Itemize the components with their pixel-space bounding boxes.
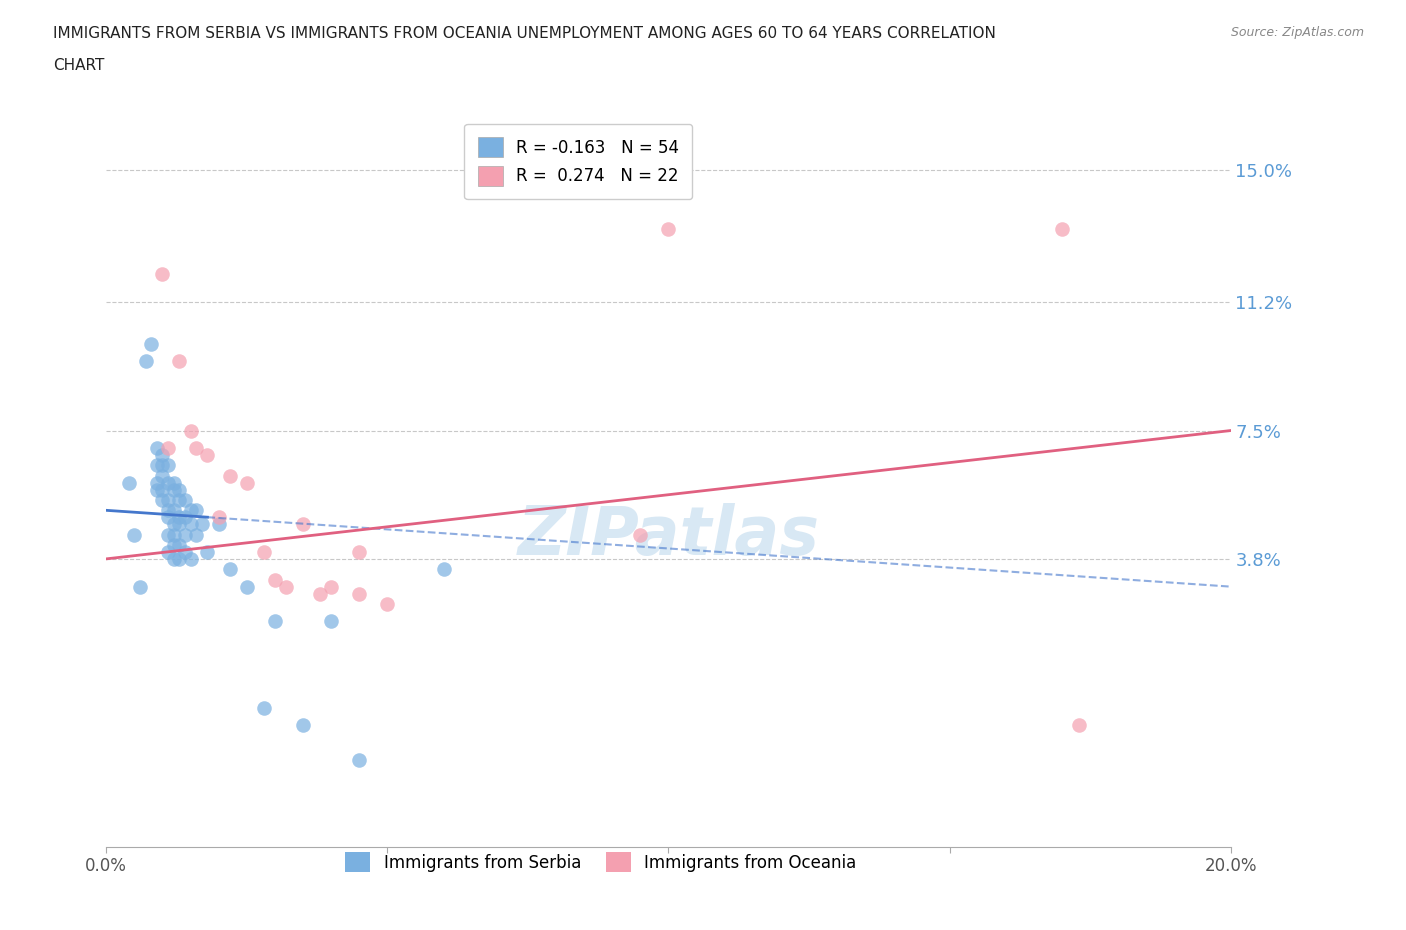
Point: [219, 468, 242, 483]
Point: [152, 493, 174, 508]
Point: [253, 700, 276, 715]
Point: [347, 544, 370, 559]
Point: [157, 458, 180, 472]
Point: [146, 458, 169, 472]
Point: [135, 353, 157, 368]
Point: [292, 517, 315, 532]
Point: [174, 510, 197, 525]
Point: [191, 517, 214, 532]
Point: [169, 517, 191, 532]
Point: [208, 510, 231, 525]
Point: [186, 503, 208, 518]
Point: [169, 493, 191, 508]
Point: [276, 579, 298, 594]
Point: [180, 503, 202, 518]
Point: [146, 441, 169, 456]
Point: [152, 458, 174, 472]
Point: [157, 493, 180, 508]
Point: [146, 482, 169, 497]
Point: [163, 538, 186, 552]
Point: [180, 517, 202, 532]
Point: [319, 579, 342, 594]
Point: [1050, 222, 1073, 237]
Point: [169, 353, 191, 368]
Point: [124, 527, 146, 542]
Point: [219, 562, 242, 577]
Point: [186, 441, 208, 456]
Text: Source: ZipAtlas.com: Source: ZipAtlas.com: [1230, 26, 1364, 39]
Point: [628, 527, 651, 542]
Point: [208, 517, 231, 532]
Point: [197, 447, 219, 462]
Point: [163, 517, 186, 532]
Point: [197, 544, 219, 559]
Point: [146, 475, 169, 490]
Point: [157, 503, 180, 518]
Point: [432, 562, 454, 577]
Point: [375, 596, 398, 611]
Point: [657, 222, 679, 237]
Point: [236, 475, 259, 490]
Point: [169, 551, 191, 566]
Point: [236, 579, 259, 594]
Point: [169, 482, 191, 497]
Point: [174, 544, 197, 559]
Point: [319, 614, 342, 629]
Point: [180, 551, 202, 566]
Point: [163, 475, 186, 490]
Point: [157, 544, 180, 559]
Point: [141, 337, 163, 352]
Point: [163, 551, 186, 566]
Text: ZIPatlas: ZIPatlas: [517, 503, 820, 569]
Point: [347, 586, 370, 601]
Point: [264, 572, 287, 587]
Point: [169, 538, 191, 552]
Point: [152, 482, 174, 497]
Point: [174, 527, 197, 542]
Point: [152, 267, 174, 282]
Point: [152, 447, 174, 462]
Point: [157, 475, 180, 490]
Point: [118, 475, 141, 490]
Point: [152, 468, 174, 483]
Point: [157, 510, 180, 525]
Text: IMMIGRANTS FROM SERBIA VS IMMIGRANTS FROM OCEANIA UNEMPLOYMENT AMONG AGES 60 TO : IMMIGRANTS FROM SERBIA VS IMMIGRANTS FRO…: [53, 26, 997, 41]
Point: [129, 579, 152, 594]
Point: [157, 441, 180, 456]
Point: [163, 527, 186, 542]
Point: [163, 482, 186, 497]
Point: [1067, 718, 1090, 733]
Point: [180, 423, 202, 438]
Point: [163, 503, 186, 518]
Point: [174, 493, 197, 508]
Point: [186, 527, 208, 542]
Point: [309, 586, 332, 601]
Point: [347, 752, 370, 767]
Point: [292, 718, 315, 733]
Text: CHART: CHART: [53, 58, 105, 73]
Point: [169, 510, 191, 525]
Legend: Immigrants from Serbia, Immigrants from Oceania: Immigrants from Serbia, Immigrants from …: [339, 845, 863, 879]
Point: [157, 527, 180, 542]
Point: [264, 614, 287, 629]
Point: [253, 544, 276, 559]
